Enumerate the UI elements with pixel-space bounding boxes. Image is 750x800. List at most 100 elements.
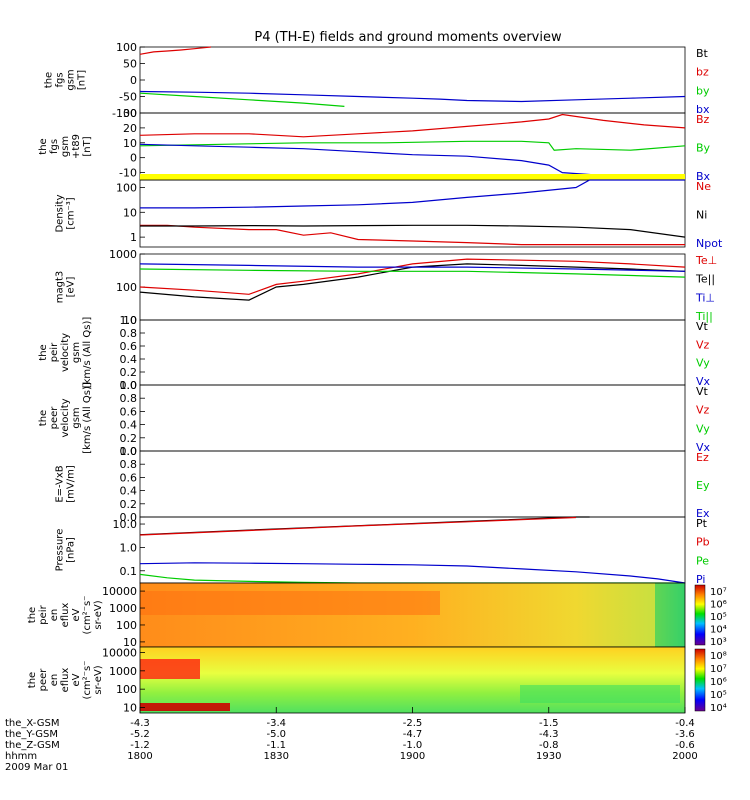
x-axis-value: -4.7 (403, 729, 423, 740)
y-axis-label: magt3 (55, 271, 66, 304)
y-axis-label: gsm (71, 407, 82, 428)
legend-entry: Ex (696, 507, 710, 520)
spectrogram-band (520, 685, 680, 703)
series-line-te (139, 263, 686, 301)
y-axis-label: [eV] (66, 277, 77, 298)
y-tick-label: 0 (130, 152, 137, 165)
y-tick-label: 0 (130, 74, 137, 87)
series-line-bz (139, 46, 211, 55)
x-axis-value: 1930 (536, 751, 561, 762)
y-axis-label: [cm⁻³] (66, 197, 77, 229)
colorbar-tick-label: 10⁶ (710, 677, 727, 688)
legend-entry: Pb (696, 536, 710, 549)
y-axis-label: [nPa] (66, 537, 77, 563)
spectrogram-band (655, 583, 685, 647)
legend-entry: Bz (696, 113, 710, 126)
legend-entry: Vz (696, 404, 710, 417)
legend-entry: by (696, 84, 710, 97)
x-axis-value: -4.3 (130, 718, 150, 729)
y-tick-label: 1 (130, 231, 137, 244)
y-axis-label: eflux (60, 603, 71, 628)
y-tick-label: 0.8 (120, 327, 138, 340)
colorbar-tick-label: 10⁴ (710, 703, 727, 714)
y-tick-label: 10 (123, 137, 137, 150)
y-tick-label: -50 (119, 91, 137, 104)
flag-strip (140, 174, 685, 180)
y-axis-label: Pressure (55, 529, 66, 572)
legend-entry: Vx (696, 441, 711, 454)
colorbar-tick-label: 10⁵ (710, 690, 727, 701)
colorbar-tick-label: 10⁸ (710, 651, 727, 662)
y-tick-label: 10 (123, 206, 137, 219)
plot-frame (139, 179, 686, 248)
y-axis-label: [mV/m] (66, 465, 77, 503)
legend-entry: bz (696, 66, 709, 79)
series-line-pe (139, 573, 685, 584)
y-tick-label: 10 (123, 636, 137, 649)
y-axis-label: sr-eV) (93, 600, 104, 629)
x-axis-value: -1.2 (130, 740, 150, 751)
x-axis-value: -5.0 (266, 729, 286, 740)
legend-entry: Bt (696, 47, 709, 60)
y-axis-label: peir (38, 604, 49, 624)
y-axis-label: the (44, 72, 55, 88)
y-axis-label: en (49, 609, 60, 622)
y-axis-label: +t89 (71, 134, 82, 159)
y-tick-label: 0.4 (120, 419, 138, 432)
y-axis-label: gsm (71, 342, 82, 363)
legend-entry: Te⊥ (695, 254, 717, 267)
y-tick-label: -10 (119, 167, 137, 180)
legend-entry: Vx (696, 375, 711, 388)
legend-entry: Te|| (695, 273, 715, 286)
series-line-ne (140, 224, 685, 246)
y-tick-label: -100 (112, 107, 137, 120)
x-axis-row-label: the_Y-GSM (5, 729, 58, 740)
x-axis-value: -3.6 (675, 729, 695, 740)
y-axis-label: the (27, 672, 38, 688)
y-axis-label: E=-VxB (55, 465, 66, 502)
y-axis-label: peer (49, 406, 60, 430)
y-axis-label: velocity (60, 333, 71, 372)
x-axis-value: -1.0 (403, 740, 423, 751)
series-line-npot (140, 179, 685, 209)
series-line-bz (139, 113, 686, 138)
x-axis-value: -4.3 (539, 729, 559, 740)
plot-frame (139, 384, 686, 452)
series-line-te (139, 258, 686, 295)
legend-entry: Ni (696, 209, 707, 222)
y-axis-label: en (49, 674, 60, 687)
colorbar (694, 584, 706, 646)
colorbar (694, 648, 706, 712)
y-axis-label: Density (55, 194, 66, 232)
y-tick-label: 1000 (109, 602, 137, 615)
y-tick-label: 100 (116, 181, 137, 194)
series-line-pb (139, 516, 577, 536)
x-axis-value: 1900 (400, 751, 425, 762)
x-axis-value: -0.8 (539, 740, 559, 751)
y-axis-label: (cm²⁻s⁻ (82, 596, 93, 635)
plot-frame (139, 46, 686, 114)
legend-entry: Vy (696, 357, 710, 370)
y-tick-label: 0.8 (120, 458, 138, 471)
chart-title: P4 (TH-E) fields and ground moments over… (254, 30, 562, 45)
colorbar-tick-label: 10⁵ (710, 612, 727, 623)
panel-4: 1000 100 10 magt3 [eV] Te⊥ Te|| Ti⊥ Ti|| (55, 248, 718, 327)
y-tick-label: 30 (123, 107, 137, 120)
y-axis-label: fgs (55, 72, 66, 87)
x-axis-value: -5.2 (130, 729, 150, 740)
y-tick-label: 100 (116, 41, 137, 54)
legend-entry: Npot (696, 237, 723, 250)
spectrogram-band (140, 703, 230, 711)
colorbar-tick-label: 10⁷ (710, 587, 727, 598)
panel-1: 100 50 0 -50 -100 the fgs gsm [nT] Bt bz by bx (44, 41, 710, 120)
y-tick-label: 100 (116, 619, 137, 632)
series-line-ti (139, 268, 686, 278)
y-tick-label: 0.0 (120, 511, 138, 524)
x-axis-value: -0.4 (675, 718, 695, 729)
x-axis-value: -2.5 (403, 718, 423, 729)
y-tick-label: 0.6 (120, 405, 138, 418)
legend-entry: By (696, 142, 711, 155)
